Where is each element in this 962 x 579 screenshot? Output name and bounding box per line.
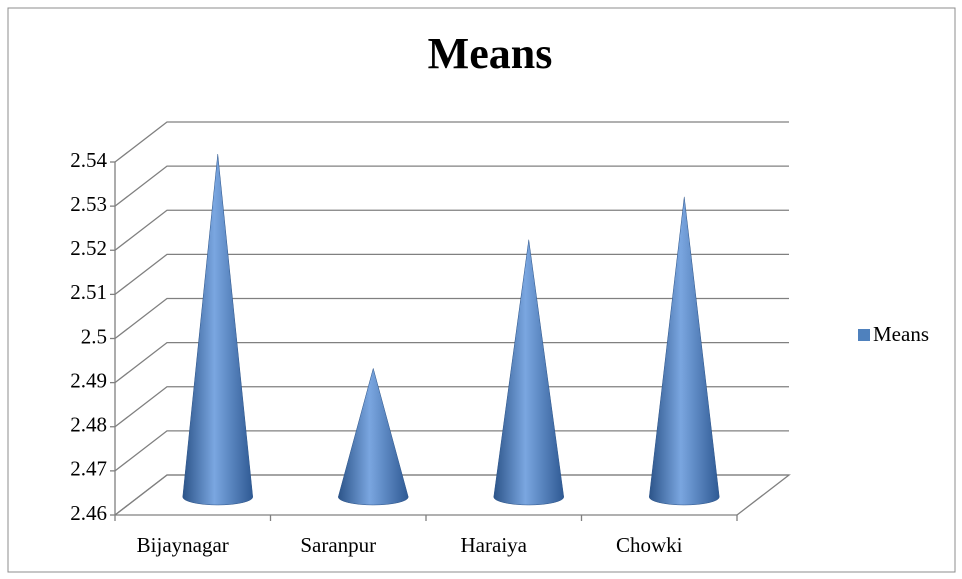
chart-border — [7, 7, 956, 573]
y-tick-label: 2.54 — [70, 148, 107, 172]
grid-line — [114, 165, 789, 207]
cone — [337, 367, 409, 506]
y-tick-label: 2.51 — [70, 280, 107, 304]
grid-line — [114, 341, 789, 384]
x-tick-label: Chowki — [616, 533, 683, 557]
y-tick-label: 2.53 — [70, 192, 107, 216]
grid-line — [114, 253, 789, 295]
x-tick-label: Bijaynagar — [137, 533, 229, 557]
legend-swatch — [858, 329, 870, 341]
grid-line — [114, 297, 789, 340]
x-tick-label: Saranpur — [300, 533, 376, 557]
x-tick-label: Haraiya — [461, 533, 528, 557]
cone — [648, 196, 720, 506]
y-tick-label: 2.49 — [70, 368, 107, 392]
cone — [493, 239, 565, 506]
y-tick-label: 2.48 — [70, 413, 107, 437]
grid-line — [114, 474, 789, 516]
cone — [182, 153, 254, 506]
y-tick-label: 2.5 — [81, 324, 107, 348]
chart-title: Means — [428, 29, 553, 78]
grid-line — [114, 209, 789, 251]
y-tick-label: 2.46 — [70, 501, 107, 525]
grid-line — [114, 386, 789, 428]
legend-label: Means — [873, 322, 929, 346]
grid-line — [114, 430, 789, 472]
grid-line — [114, 121, 789, 163]
y-tick-label: 2.52 — [70, 236, 107, 260]
y-tick-label: 2.47 — [70, 457, 107, 481]
